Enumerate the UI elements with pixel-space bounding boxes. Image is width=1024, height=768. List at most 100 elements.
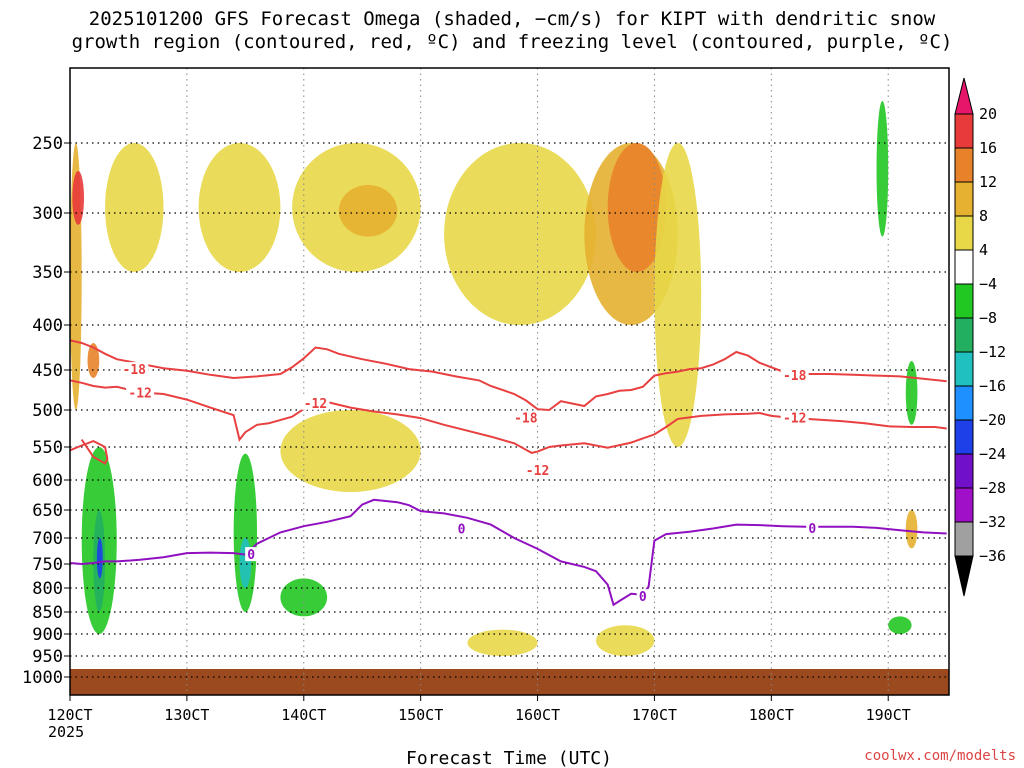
colorbar-box-8 xyxy=(954,351,974,387)
plot-border xyxy=(69,67,950,696)
omega-region-4 xyxy=(198,143,281,272)
contour-label-bg-7 xyxy=(245,547,258,562)
colorbar-box-6 xyxy=(954,283,974,319)
omega-region-3 xyxy=(105,143,164,272)
contour-label-bg-8 xyxy=(455,521,468,536)
x-tick-label-4: 160CT xyxy=(515,706,560,724)
colorbar-box-3 xyxy=(954,181,974,217)
contour-label-3: -18 xyxy=(514,411,538,426)
omega-region-2 xyxy=(87,343,100,378)
colorbar-box-4 xyxy=(954,215,974,251)
colorbar-box-1 xyxy=(954,113,974,149)
y-tick-label-5: 500 xyxy=(32,401,63,421)
colorbar-label-13: −36 xyxy=(979,547,1006,565)
x-tick-label-2: 140CT xyxy=(281,706,326,724)
colorbar-label-0: 20 xyxy=(979,105,997,123)
colorbar: 20 16 12 8 4 −4 −8 −12 −16 −20 −24 −28 −32 −36 xyxy=(954,77,1006,597)
contour-label-5: -18 xyxy=(783,369,807,384)
colorbar-label-2: 12 xyxy=(979,173,997,191)
chart-title-line2: growth region (contoured, red, ºC) and f… xyxy=(71,31,953,53)
colorbar-label-6: −8 xyxy=(979,309,997,327)
x-tick-label-0: 120CT xyxy=(47,706,92,724)
y-tick-label-9: 700 xyxy=(32,529,63,549)
contour-label-bg-5 xyxy=(780,367,809,382)
colorbar-box-2 xyxy=(954,147,974,183)
colorbar-label-9: −20 xyxy=(979,411,1006,429)
colorbar-box-7 xyxy=(954,317,974,353)
contour-label-bg-4 xyxy=(523,463,552,478)
colorbar-label-7: −12 xyxy=(979,343,1006,361)
y-tick-label-4: 450 xyxy=(32,361,63,381)
omega-region-11 xyxy=(280,410,421,492)
contour-label-4: -12 xyxy=(526,464,549,479)
footer-credit: coolwx.com/modelts xyxy=(864,748,1016,764)
contour-label-bg-1 xyxy=(126,385,155,400)
x-tick-label-7: 190CT xyxy=(866,706,911,724)
omega-region-6 xyxy=(338,185,398,237)
contour-label-8: 0 xyxy=(458,522,466,537)
contour-label-1: -12 xyxy=(128,386,151,401)
colorbar-label-3: 8 xyxy=(979,207,988,225)
y-tick-label-6: 550 xyxy=(32,438,63,458)
y-tick-label-15: 1000 xyxy=(22,668,63,688)
colorbar-box-10 xyxy=(954,419,974,455)
omega-shading xyxy=(70,101,918,656)
omega-region-20 xyxy=(888,616,912,634)
colorbar-box-11 xyxy=(954,453,974,489)
x-axis-title: Forecast Time (UTC) xyxy=(406,748,612,768)
colorbar-box-12 xyxy=(954,487,974,523)
omega-region-15 xyxy=(233,453,258,612)
colorbar-label-11: −28 xyxy=(979,479,1006,497)
x-tick-label-5: 170CT xyxy=(632,706,677,724)
y-axis: 2503003504004505005506006507007508008509… xyxy=(22,134,70,688)
y-tick-label-8: 650 xyxy=(32,501,63,521)
colorbar-label-8: −16 xyxy=(979,377,1006,395)
colorbar-label-10: −24 xyxy=(979,445,1006,463)
y-tick-label-3: 400 xyxy=(32,316,63,336)
x-tick-label-1: 130CT xyxy=(164,706,209,724)
y-tick-label-11: 800 xyxy=(32,579,63,599)
colorbar-label-4: 4 xyxy=(979,241,988,259)
omega-region-18 xyxy=(876,101,889,237)
y-tick-label-14: 950 xyxy=(32,647,63,667)
contour-label-6: -12 xyxy=(783,411,806,426)
omega-region-7 xyxy=(444,143,596,325)
colorbar-top-triangle xyxy=(954,77,974,115)
plot-frame xyxy=(69,67,950,696)
ground-band xyxy=(70,669,949,695)
omega-region-10 xyxy=(654,143,702,447)
x-year-label: 2025 xyxy=(48,723,84,741)
colorbar-box-5 xyxy=(954,249,974,285)
colorbar-label-1: 16 xyxy=(979,139,997,157)
y-tick-label-1: 300 xyxy=(32,204,63,224)
chart-title: 2025101200 GFS Forecast Omega (shaded, −… xyxy=(0,8,1024,54)
colorbar-box-9 xyxy=(954,385,974,421)
contour-label-0: -18 xyxy=(123,363,147,378)
contour-label-2: -12 xyxy=(304,397,327,412)
x-axis: 120CT 130CT 140CT 150CT 160CT 170CT 180CT 190CT… xyxy=(47,695,911,741)
contour-line-2 xyxy=(70,439,109,465)
contour-label-7: 0 xyxy=(247,548,255,563)
contour-labels: -18 -12 -12 -18 -12 -18 -12 0 0 0 0 xyxy=(120,362,819,605)
omega-region-9 xyxy=(607,143,667,272)
contour-label-bg-2 xyxy=(301,395,330,410)
contour-line-1 xyxy=(70,379,947,454)
x-tick-label-6: 180CT xyxy=(749,706,794,724)
y-tick-label-12: 850 xyxy=(32,603,63,623)
colorbar-bottom-triangle xyxy=(954,555,974,597)
contour-line-3 xyxy=(70,498,947,607)
ground-fill xyxy=(70,669,949,695)
contour-label-bg-3 xyxy=(511,410,540,425)
omega-region-1 xyxy=(72,171,85,225)
colorbar-label-12: −32 xyxy=(979,513,1006,531)
y-tick-label-2: 350 xyxy=(32,263,63,283)
omega-region-22 xyxy=(467,629,538,656)
contour-label-bg-6 xyxy=(780,410,809,425)
contour-label-10: 0 xyxy=(808,522,816,537)
y-tick-label-10: 750 xyxy=(32,555,63,575)
x-tick-label-3: 150CT xyxy=(398,706,443,724)
contour-label-bg-10 xyxy=(806,520,819,535)
y-tick-label-13: 900 xyxy=(32,625,63,645)
y-tick-label-7: 600 xyxy=(32,471,63,491)
